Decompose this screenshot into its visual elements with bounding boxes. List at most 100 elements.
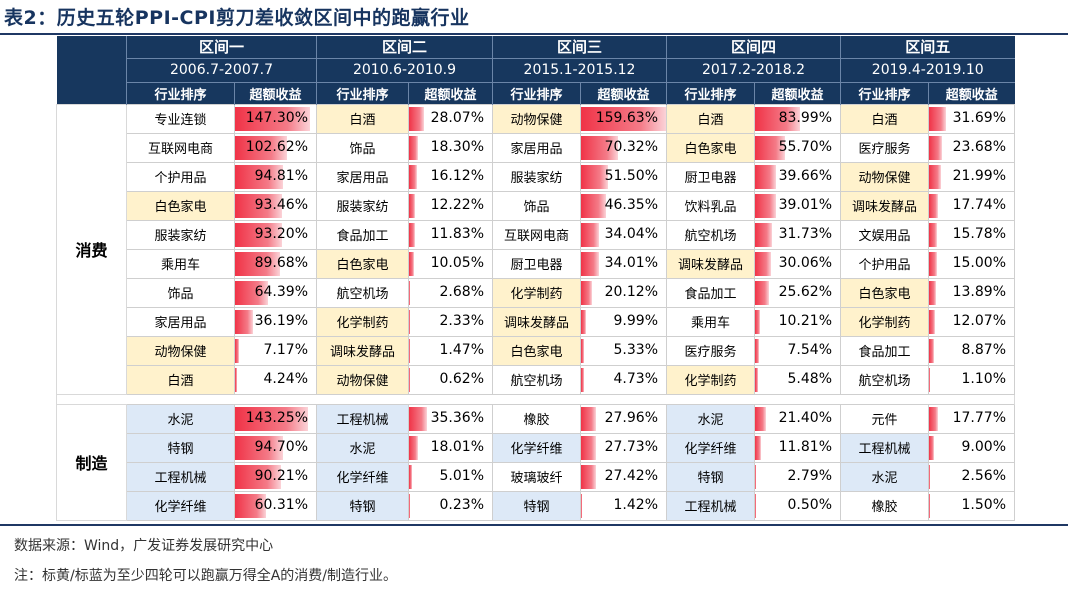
return-value: 147.30% — [245, 110, 308, 126]
return-value: 4.24% — [263, 371, 308, 387]
industry-cell: 互联网电商 — [126, 132, 235, 163]
excess-return-cell: 94.70% — [234, 432, 317, 463]
return-bar — [235, 222, 283, 247]
period-name-header: 区间二 — [316, 36, 493, 59]
return-bar — [929, 280, 937, 305]
bottom-rule — [0, 524, 1068, 526]
return-value: 60.31% — [254, 497, 308, 513]
excess-return-cell: 5.01% — [408, 461, 493, 492]
return-bar — [409, 193, 416, 218]
return-value: 9.00% — [961, 439, 1006, 455]
excess-return-cell: 1.42% — [580, 490, 667, 521]
table-row: 服装家纺 93.20% 食品加工 11.83% 互联网电商 34.04% 航空机场 31.73… — [57, 219, 1015, 250]
footnote: 注：标黄/标蓝为至少四轮可以跑赢万得全A的消费/制造行业。 — [14, 568, 398, 584]
period-range-header: 2015.1-2015.12 — [492, 58, 667, 83]
return-bar — [755, 367, 758, 392]
return-bar — [235, 106, 310, 131]
return-value: 94.70% — [254, 439, 308, 455]
return-bar — [581, 493, 582, 518]
excess-return-cell: 30.06% — [754, 248, 841, 279]
return-value: 2.68% — [439, 284, 484, 300]
return-bar — [409, 280, 411, 305]
table-row: 个护用品 94.81% 家居用品 16.12% 服装家纺 51.50% 厨卫电器 39.66%… — [57, 161, 1015, 192]
industry-cell: 工程机械 — [316, 403, 409, 434]
return-bar — [409, 435, 419, 460]
excess-return-cell: 10.05% — [408, 248, 493, 279]
industry-rank-header: 行业排序 — [492, 82, 581, 104]
industry-cell: 元件 — [840, 403, 929, 434]
excess-return-cell: 31.69% — [928, 103, 1015, 134]
return-bar — [235, 164, 283, 189]
industry-cell: 航空机场 — [492, 364, 581, 395]
return-bar — [235, 464, 281, 489]
return-bar — [581, 106, 666, 131]
industry-cell: 白色家电 — [492, 335, 581, 366]
industry-cell: 工程机械 — [840, 432, 929, 463]
excess-return-cell: 27.96% — [580, 403, 667, 434]
return-bar — [235, 280, 268, 305]
excess-return-cell: 27.42% — [580, 461, 667, 492]
period-range-header: 2019.4-2019.10 — [840, 58, 1015, 83]
excess-return-cell: 21.99% — [928, 161, 1015, 192]
industry-cell: 食品加工 — [316, 219, 409, 250]
return-value: 17.74% — [952, 197, 1006, 213]
excess-return-cell: 10.21% — [754, 306, 841, 337]
return-bar — [755, 193, 776, 218]
return-bar — [235, 435, 283, 460]
return-bar — [581, 280, 592, 305]
industry-cell: 化学制药 — [666, 364, 755, 395]
excess-return-cell: 64.39% — [234, 277, 317, 308]
return-value: 93.20% — [254, 226, 308, 242]
return-bar — [409, 135, 419, 160]
return-bar — [929, 493, 930, 518]
return-value: 11.83% — [430, 226, 484, 242]
excess-return-cell: 1.10% — [928, 364, 1015, 395]
industry-cell: 水泥 — [126, 403, 235, 434]
return-bar — [235, 493, 266, 518]
industry-cell: 航空机场 — [840, 364, 929, 395]
return-bar — [409, 338, 410, 363]
industry-cell: 调味发酵品 — [666, 248, 755, 279]
industry-cell: 文娱用品 — [840, 219, 929, 250]
return-value: 25.62% — [778, 284, 832, 300]
return-value: 1.42% — [613, 497, 658, 513]
industry-cell: 服装家纺 — [492, 161, 581, 192]
industry-cell: 工程机械 — [126, 461, 235, 492]
return-bar — [929, 193, 939, 218]
table-row: 特钢 94.70% 水泥 18.01% 化学纤维 27.73% 化学纤维 11.81% 工程机械… — [57, 432, 1015, 463]
return-value: 94.81% — [254, 168, 308, 184]
excess-return-cell: 16.12% — [408, 161, 493, 192]
return-bar — [755, 435, 762, 460]
excess-return-cell: 70.32% — [580, 132, 667, 163]
return-bar — [581, 251, 600, 276]
return-value: 51.50% — [604, 168, 658, 184]
table-row: 制造 水泥 143.25% 工程机械 35.36% 橡胶 27.96% 水泥 21.40% 元件 1… — [56, 403, 1015, 521]
return-bar — [581, 309, 587, 334]
return-value: 31.69% — [952, 110, 1006, 126]
return-bar — [929, 338, 934, 363]
return-bar — [235, 367, 238, 392]
excess-return-header: 超额收益 — [754, 82, 841, 104]
industry-cell: 白酒 — [666, 103, 755, 134]
industry-cell: 医疗服务 — [666, 335, 755, 366]
industry-cell: 玻璃玻纤 — [492, 461, 581, 492]
excess-return-cell: 18.30% — [408, 132, 493, 163]
return-value: 0.23% — [439, 497, 484, 513]
return-bar — [235, 338, 239, 363]
return-bar — [755, 135, 785, 160]
industry-cell: 动物保健 — [316, 364, 409, 395]
industry-cell: 饰品 — [126, 277, 235, 308]
return-bar — [929, 251, 937, 276]
excess-return-cell: 143.25% — [234, 403, 317, 434]
return-value: 0.62% — [439, 371, 484, 387]
return-value: 64.39% — [254, 284, 308, 300]
return-value: 15.78% — [952, 226, 1006, 242]
industry-cell: 白色家电 — [840, 277, 929, 308]
return-value: 159.63% — [595, 110, 658, 126]
return-value: 28.07% — [430, 110, 484, 126]
return-value: 1.10% — [961, 371, 1006, 387]
industry-cell: 服装家纺 — [316, 190, 409, 221]
industry-rank-header: 行业排序 — [666, 82, 755, 104]
excess-return-cell: 55.70% — [754, 132, 841, 163]
excess-return-cell: 147.30% — [234, 103, 317, 134]
